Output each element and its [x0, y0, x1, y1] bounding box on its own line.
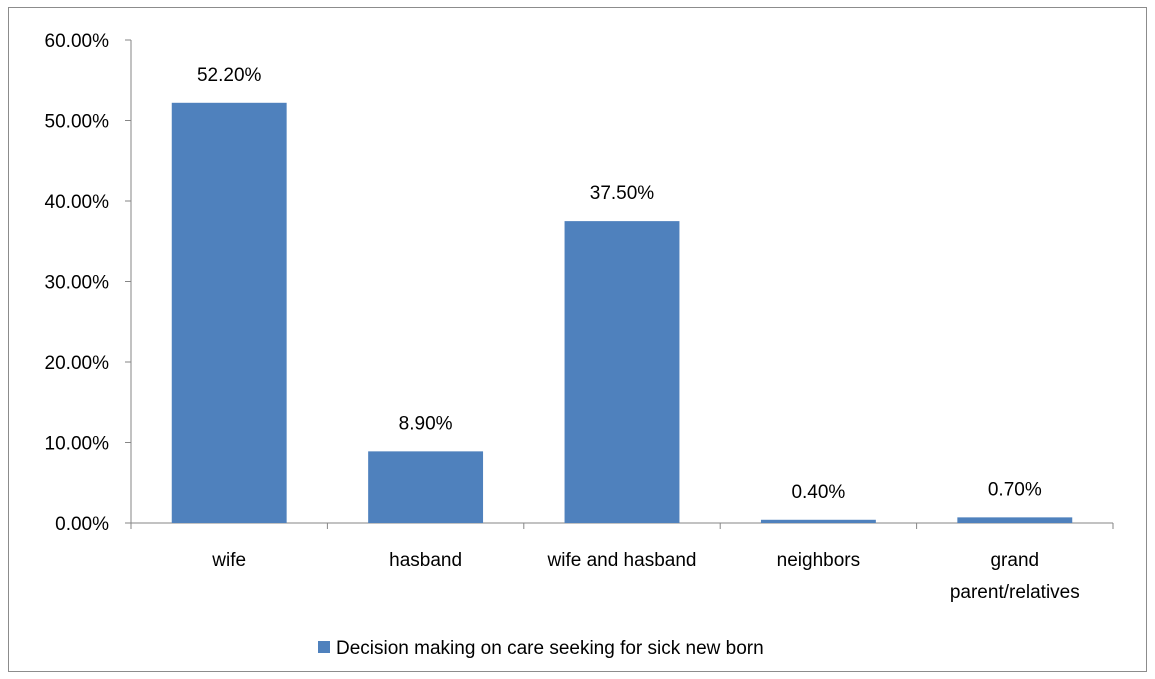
x-tick-label: wife and hasband — [547, 550, 697, 571]
data-label: 52.20% — [197, 65, 262, 86]
bar — [171, 102, 287, 523]
bar — [564, 221, 680, 523]
y-tick-label: 40.00% — [45, 192, 110, 213]
data-label: 0.70% — [988, 479, 1042, 500]
legend-swatch — [318, 641, 330, 653]
bars — [171, 102, 1073, 523]
legend: Decision making on care seeking for sick… — [318, 638, 764, 659]
x-tick-label: grand — [990, 550, 1039, 571]
x-axis: wife hasband wife and hasband neighbors gran… — [130, 522, 1114, 603]
y-tick-label: 20.00% — [45, 353, 110, 374]
y-tick-label: 10.00% — [45, 434, 110, 455]
data-labels: 52.20% 8.90% 37.50% 0.40% 0.70% — [197, 65, 1042, 503]
bar — [957, 517, 1073, 523]
y-axis: 0.00% 10.00% 20.00% 30.00% 40.00% 50.00% 60.00… — [45, 31, 132, 535]
y-tick-label: 50.00% — [45, 112, 110, 133]
data-label: 37.50% — [590, 183, 655, 204]
data-label: 8.90% — [399, 413, 453, 434]
x-tick-label: parent/relatives — [950, 582, 1080, 603]
data-label: 0.40% — [791, 482, 845, 503]
bar — [760, 519, 876, 523]
x-tick-label: wife — [211, 550, 246, 571]
y-tick-label: 30.00% — [45, 273, 110, 294]
x-tick-label: hasband — [389, 550, 462, 571]
legend-label: Decision making on care seeking for sick… — [336, 638, 764, 659]
y-tick-label: 60.00% — [45, 31, 110, 52]
x-tick-label: neighbors — [777, 550, 860, 571]
y-tick-label: 0.00% — [55, 514, 109, 535]
bar — [368, 451, 484, 523]
